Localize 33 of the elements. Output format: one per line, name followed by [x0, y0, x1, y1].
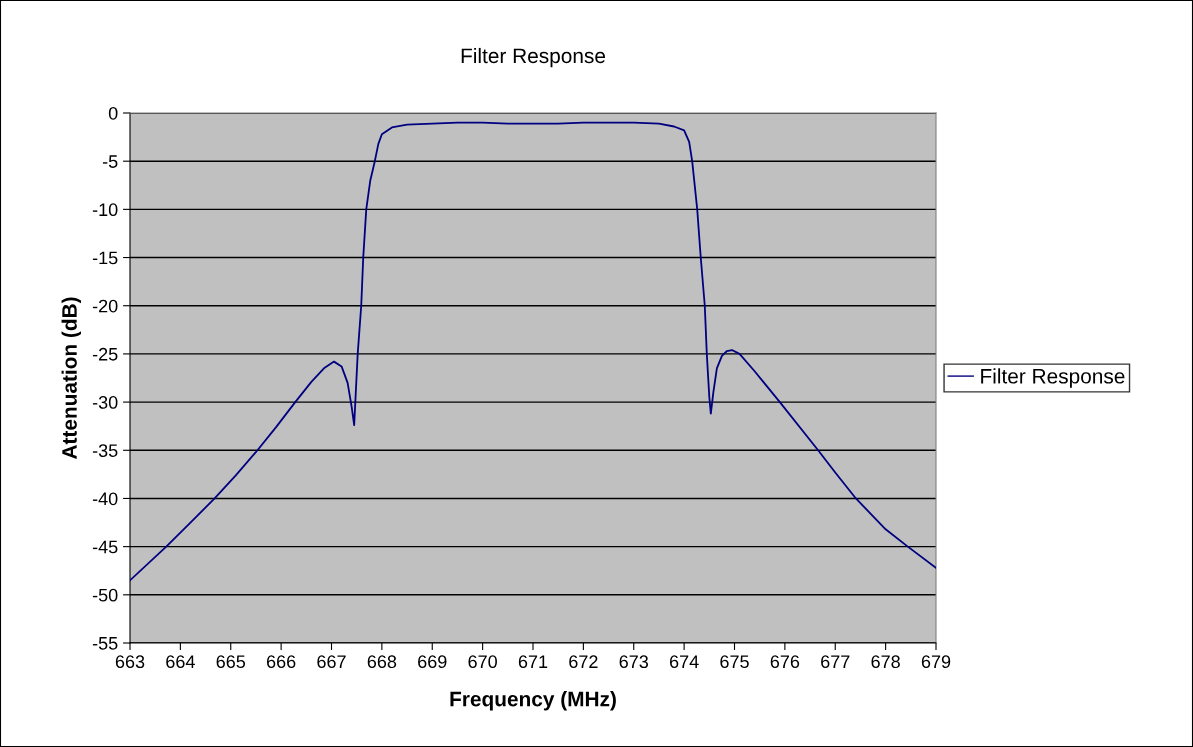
- y-tick-label: -25: [92, 347, 118, 361]
- x-axis-title: Frequency (MHz): [450, 691, 616, 711]
- x-tick-label: 674: [669, 655, 699, 669]
- y-tick-label: -35: [92, 444, 118, 457]
- x-tick-label: 666: [266, 655, 296, 669]
- x-tick-label: 664: [166, 655, 195, 669]
- x-tick-label: 663: [115, 655, 145, 669]
- x-tick-label: 675: [720, 655, 749, 669]
- y-tick-label: -45: [92, 540, 118, 554]
- chart-title: Filter Response: [461, 47, 606, 68]
- x-tick-label: 668: [367, 655, 397, 669]
- x-tick-label: 671: [518, 655, 548, 669]
- x-tick-label: 679: [921, 655, 951, 669]
- legend-label: Filter Response: [981, 368, 1125, 388]
- x-tick-label: 670: [468, 655, 497, 669]
- y-tick-label: -30: [92, 396, 118, 409]
- x-tick-label: 677: [821, 655, 850, 669]
- x-tick-label: 667: [317, 655, 346, 669]
- y-tick-label: -10: [92, 203, 118, 217]
- x-tick-label: 673: [619, 655, 649, 669]
- y-tick-label: -55: [92, 637, 118, 650]
- y-tick-label: -15: [92, 251, 118, 265]
- y-tick-label: -5: [102, 155, 118, 168]
- y-axis-title: Attenuation (dB): [61, 297, 81, 460]
- x-tick-label: 672: [569, 655, 598, 669]
- x-tick-label: 669: [418, 655, 447, 669]
- y-tick-label: -50: [92, 588, 118, 602]
- y-tick-label: 0: [108, 106, 118, 120]
- x-tick-label: 665: [216, 655, 246, 669]
- y-tick-label: -40: [92, 492, 118, 506]
- x-tick-label: 676: [770, 655, 800, 669]
- x-tick-label: 678: [871, 655, 900, 669]
- y-tick-label: -20: [92, 299, 118, 313]
